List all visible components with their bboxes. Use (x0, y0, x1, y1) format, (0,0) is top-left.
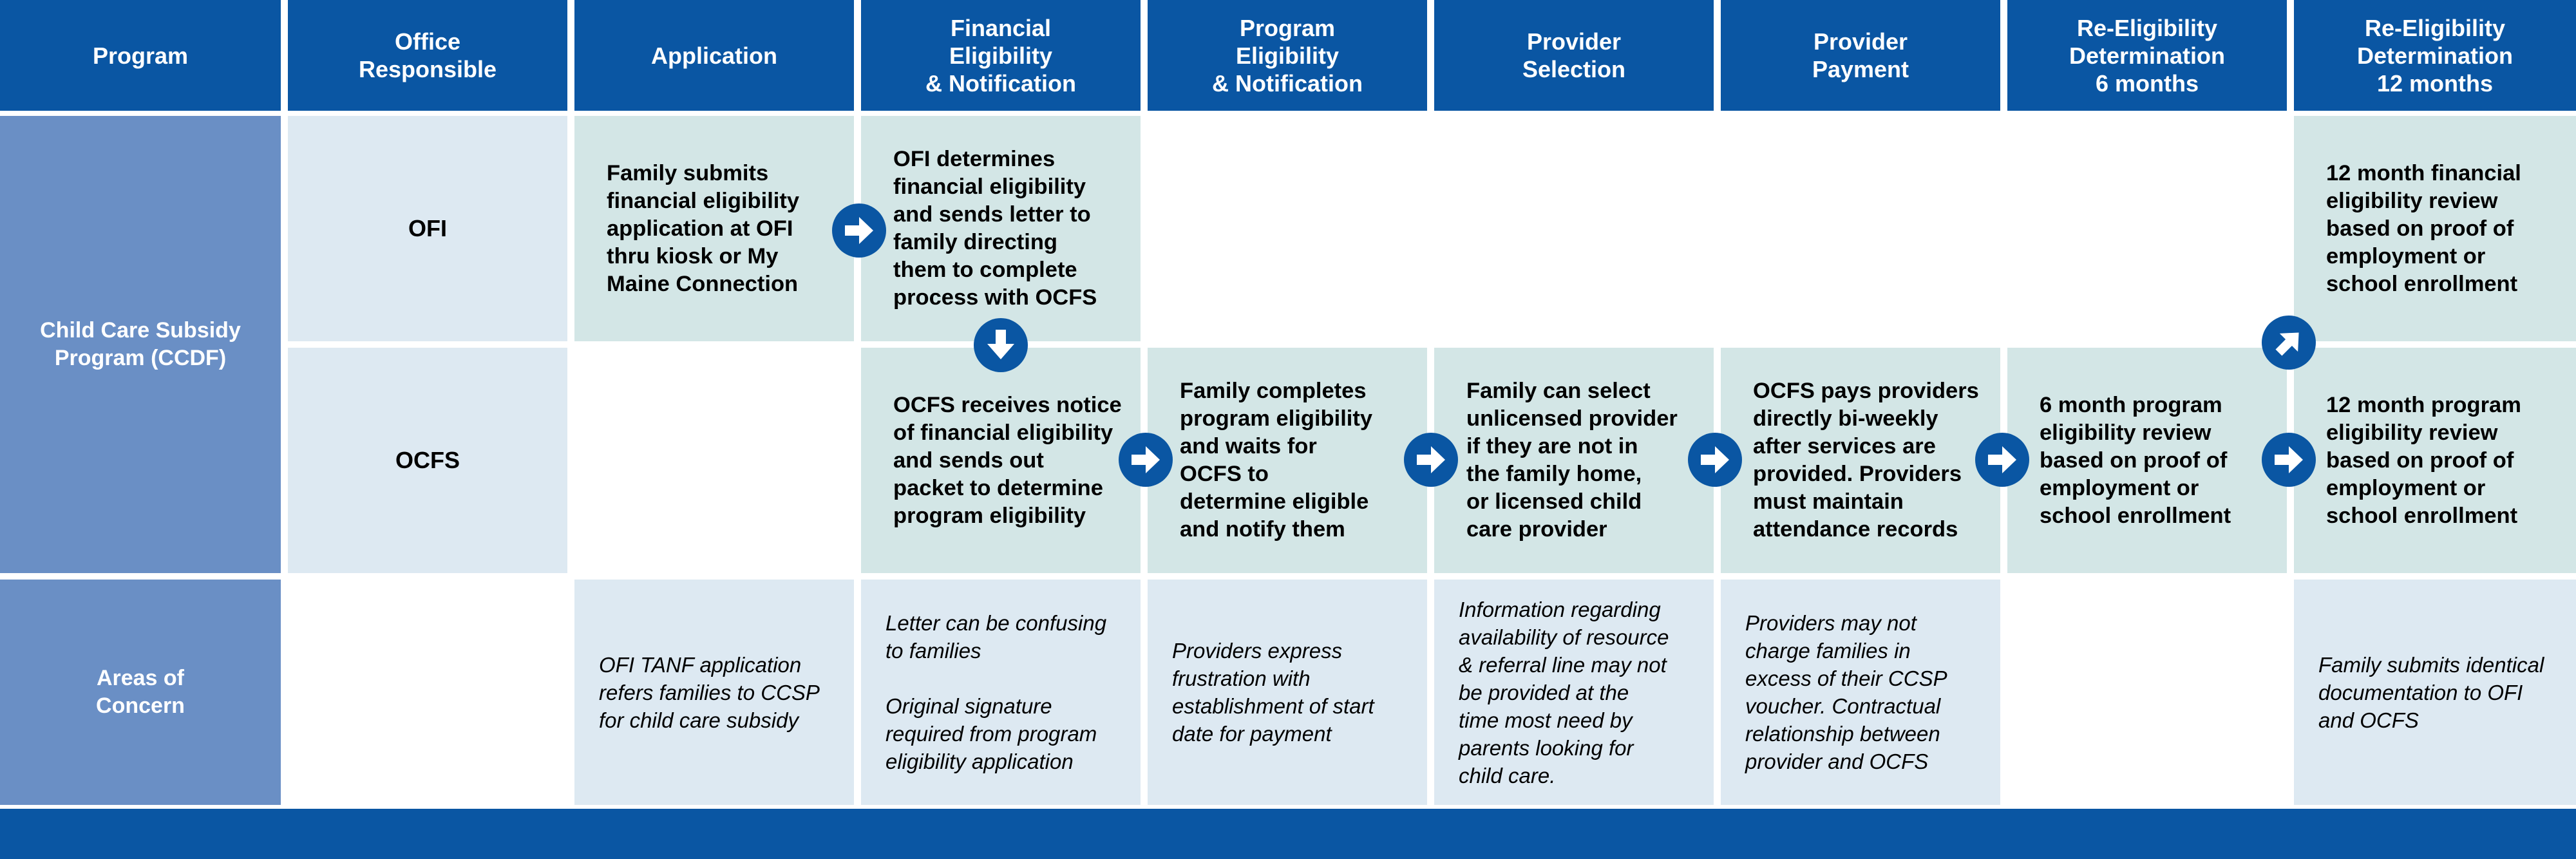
right-arrow-icon (832, 203, 886, 258)
right-arrow-icon (1688, 433, 1742, 487)
ofi-financial-eligibility-step: OFI determines financial eligibility and… (861, 116, 1141, 341)
header-program: Program (0, 0, 281, 111)
ocfs-program-eligibility-step: Family completes program eligibility and… (1148, 348, 1427, 573)
ocfs-redetermination-6-step: 6 month program eligibility review based… (2007, 348, 2287, 573)
header-application: Application (574, 0, 854, 111)
right-arrow-icon (1404, 433, 1458, 487)
office-ofi: OFI (288, 116, 567, 341)
ofi-redetermination-12-step: 12 month financial eligibility review ba… (2294, 116, 2576, 341)
concern-financial-eligibility: Letter can be confusing to families Orig… (861, 580, 1141, 805)
concern-provider-selection: Information regarding availability of re… (1434, 580, 1714, 805)
ocfs-redetermination-12-step: 12 month program eligibility review base… (2294, 348, 2576, 573)
concern-application: OFI TANF application refers families to … (574, 580, 854, 805)
concern-redetermination-12: Family submits identical documentation t… (2294, 580, 2576, 805)
program-name: Child Care Subsidy Program (CCDF) (0, 116, 281, 573)
areas-of-concern-label: Areas of Concern (0, 580, 281, 805)
header-provider-payment: Provider Payment (1721, 0, 2000, 111)
header-program-eligibility: Program Eligibility & Notification (1148, 0, 1427, 111)
right-arrow-icon (1119, 433, 1173, 487)
right-arrow-icon (2262, 433, 2316, 487)
concern-program-eligibility: Providers express frustration with estab… (1148, 580, 1427, 805)
header-office-responsible: Office Responsible (288, 0, 567, 111)
down-arrow-icon (974, 318, 1028, 372)
right-arrow-icon (1975, 433, 2029, 487)
ofi-application-step: Family submits financial eligibility app… (574, 116, 854, 341)
footer-bar (0, 809, 2576, 859)
up-right-arrow-icon (2262, 316, 2316, 370)
ocfs-provider-selection-step: Family can select unlicensed provider if… (1434, 348, 1714, 573)
office-ocfs: OCFS (288, 348, 567, 573)
header-provider-selection: Provider Selection (1434, 0, 1714, 111)
ocfs-financial-notice-step: OCFS receives notice of financial eligib… (861, 348, 1141, 573)
ocfs-provider-payment-step: OCFS pays providers directly bi-weekly a… (1721, 348, 2000, 573)
header-redetermination-12-months: Re-Eligibility Determination 12 months (2294, 0, 2576, 111)
header-redetermination-6-months: Re-Eligibility Determination 6 months (2007, 0, 2287, 111)
concern-provider-payment: Providers may not charge families in exc… (1721, 580, 2000, 805)
header-financial-eligibility: Financial Eligibility & Notification (861, 0, 1141, 111)
